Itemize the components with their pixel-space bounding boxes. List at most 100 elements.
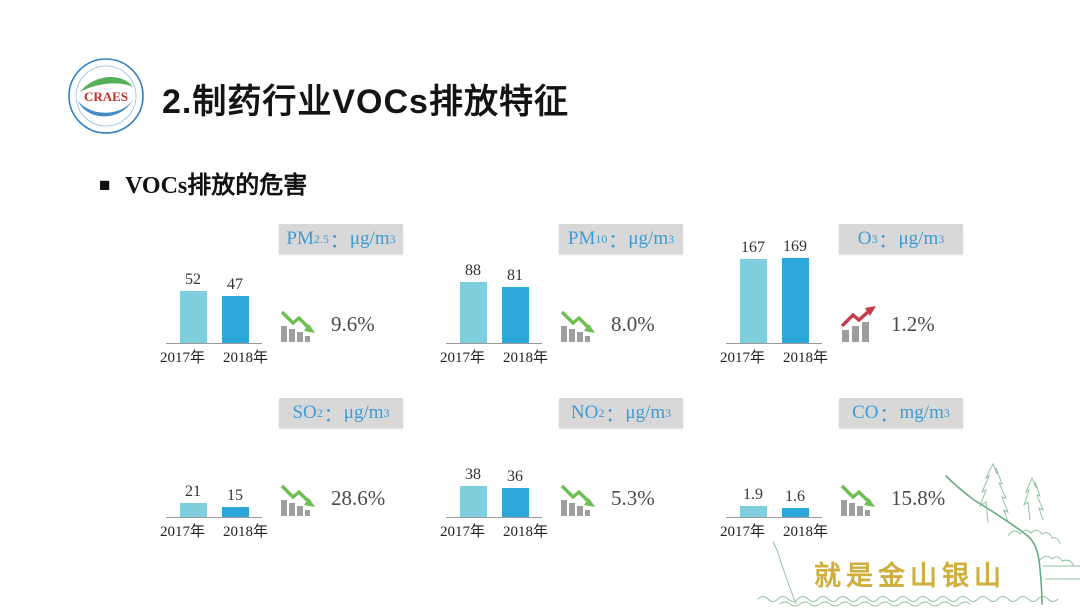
bar-group-2018: 81 [501, 267, 529, 343]
unit-text: μg/m [343, 402, 384, 423]
bar-2017 [739, 506, 767, 517]
pollutant-name: CO [852, 402, 879, 423]
pollutant-label-box: PM 10： μg/m 3 [559, 224, 683, 254]
bar-value-label: 1.6 [785, 488, 805, 506]
bar-2017 [739, 259, 767, 343]
trend-arrow-icon [280, 484, 315, 516]
section-heading: ■ VOCs排放的危害 [99, 165, 307, 200]
bar-value-label: 47 [227, 276, 243, 294]
bar-group-2018: 1.6 [781, 488, 809, 517]
pollutant-name: SO [292, 402, 317, 423]
pollutant-label-box: CO： mg/m 3 [839, 398, 963, 428]
pollutant-chart: NO 2： μg/m 3 38 36 2017年 2018年 5.3% [440, 390, 696, 542]
bar-group-2018: 47 [221, 276, 249, 343]
pollutant-label-box: O 3： μg/m 3 [839, 224, 963, 254]
bar-2017 [459, 282, 487, 343]
year-label: 2017年 [160, 524, 206, 540]
x-axis-labels: 2017年 2018年 [160, 520, 268, 541]
bar-group-2017: 167 [739, 239, 767, 343]
label-colon: ： [879, 404, 899, 426]
label-colon: ： [329, 230, 349, 252]
bar-chart-area: 38 36 [448, 390, 540, 517]
label-colon: ： [323, 404, 343, 426]
unit-text: μg/m [898, 228, 939, 249]
bar-2018 [221, 296, 249, 343]
year-label: 2017年 [160, 350, 206, 366]
x-axis-line [166, 343, 262, 344]
x-axis-line [446, 517, 542, 518]
year-label: 2017年 [720, 524, 766, 540]
year-label: 2018年 [782, 350, 828, 366]
year-label: 2017年 [720, 350, 766, 366]
trend-arrow-icon [280, 310, 315, 342]
trend-indicator: 1.2% [840, 306, 935, 342]
bar-group-2017: 38 [459, 466, 487, 517]
bar-value-label: 52 [185, 271, 201, 289]
bar-value-label: 81 [507, 267, 523, 285]
pollutant-chart: PM 2.5： μg/m 3 52 47 2017年 2018年 9.6% [160, 216, 416, 368]
year-label: 2017年 [440, 350, 486, 366]
craes-logo: CRAES [64, 54, 148, 138]
slogan-text: 就是金山银山 [814, 561, 1006, 591]
bar-group-2017: 1.9 [739, 486, 767, 517]
page-title: 2.制药行业VOCs排放特征 [162, 83, 569, 121]
bar-value-label: 21 [185, 483, 201, 501]
pollutant-name: O [857, 228, 872, 249]
green-hills-drawing [757, 462, 1080, 607]
bar-group-2018: 169 [781, 238, 809, 343]
trend-arrow-icon [840, 306, 876, 342]
craes-logo-text: CRAES [84, 89, 128, 104]
bar-group-2017: 21 [179, 483, 207, 517]
change-percent: 28.6% [331, 485, 386, 510]
section-heading-text: VOCs排放的危害 [125, 173, 308, 199]
x-axis-line [726, 517, 822, 518]
trend-arrow-icon [560, 310, 595, 342]
bar-value-label: 169 [783, 238, 807, 256]
pollutant-chart: O 3： μg/m 3 167 169 2017年 2018年 1.2% [720, 216, 976, 368]
pollutant-chart: PM 10： μg/m 3 88 81 2017年 2018年 8.0% [440, 216, 696, 368]
pollutant-label-box: NO 2： μg/m 3 [559, 398, 683, 428]
bar-value-label: 88 [465, 262, 481, 280]
trend-indicator: 5.3% [560, 480, 655, 516]
bar-value-label: 1.9 [743, 486, 763, 504]
x-axis-labels: 2017年 2018年 [440, 520, 548, 541]
bullet-square-icon: ■ [99, 175, 111, 196]
bar-chart-area: 167 169 [728, 216, 820, 343]
year-label: 2017年 [440, 524, 486, 540]
unit-text: μg/m [625, 402, 666, 423]
change-percent: 8.0% [611, 311, 655, 336]
year-label: 2018年 [502, 350, 548, 366]
bar-chart-area: 1.9 1.6 [728, 390, 820, 517]
change-percent: 15.8% [891, 485, 946, 510]
trend-indicator: 9.6% [280, 306, 375, 342]
bar-2018 [221, 507, 249, 517]
year-label: 2018年 [502, 524, 548, 540]
x-axis-labels: 2017年 2018年 [720, 520, 828, 541]
trend-indicator: 15.8% [840, 480, 945, 516]
bar-2018 [781, 508, 809, 517]
bar-2017 [179, 291, 207, 343]
year-label: 2018年 [222, 524, 268, 540]
x-axis-labels: 2017年 2018年 [720, 346, 828, 367]
bar-2018 [501, 287, 529, 343]
label-colon: ： [605, 404, 625, 426]
landscape-sketch [740, 438, 1080, 608]
bar-value-label: 167 [741, 239, 765, 257]
pollutant-label-box: SO 2： μg/m 3 [279, 398, 403, 428]
x-axis-line [166, 517, 262, 518]
trend-indicator: 28.6% [280, 480, 385, 516]
bar-2017 [179, 503, 207, 517]
pollutant-chart: SO 2： μg/m 3 21 15 2017年 2018年 28.6% [160, 390, 416, 542]
bar-group-2017: 52 [179, 271, 207, 343]
x-axis-line [726, 343, 822, 344]
bar-2018 [501, 488, 529, 517]
year-label: 2018年 [222, 350, 268, 366]
bar-2017 [459, 486, 487, 517]
bar-group-2018: 15 [221, 487, 249, 517]
label-colon: ： [878, 230, 898, 252]
trend-indicator: 8.0% [560, 306, 655, 342]
pollutant-name: NO [570, 402, 599, 423]
unit-text: mg/m [899, 402, 944, 423]
bar-2018 [781, 258, 809, 343]
